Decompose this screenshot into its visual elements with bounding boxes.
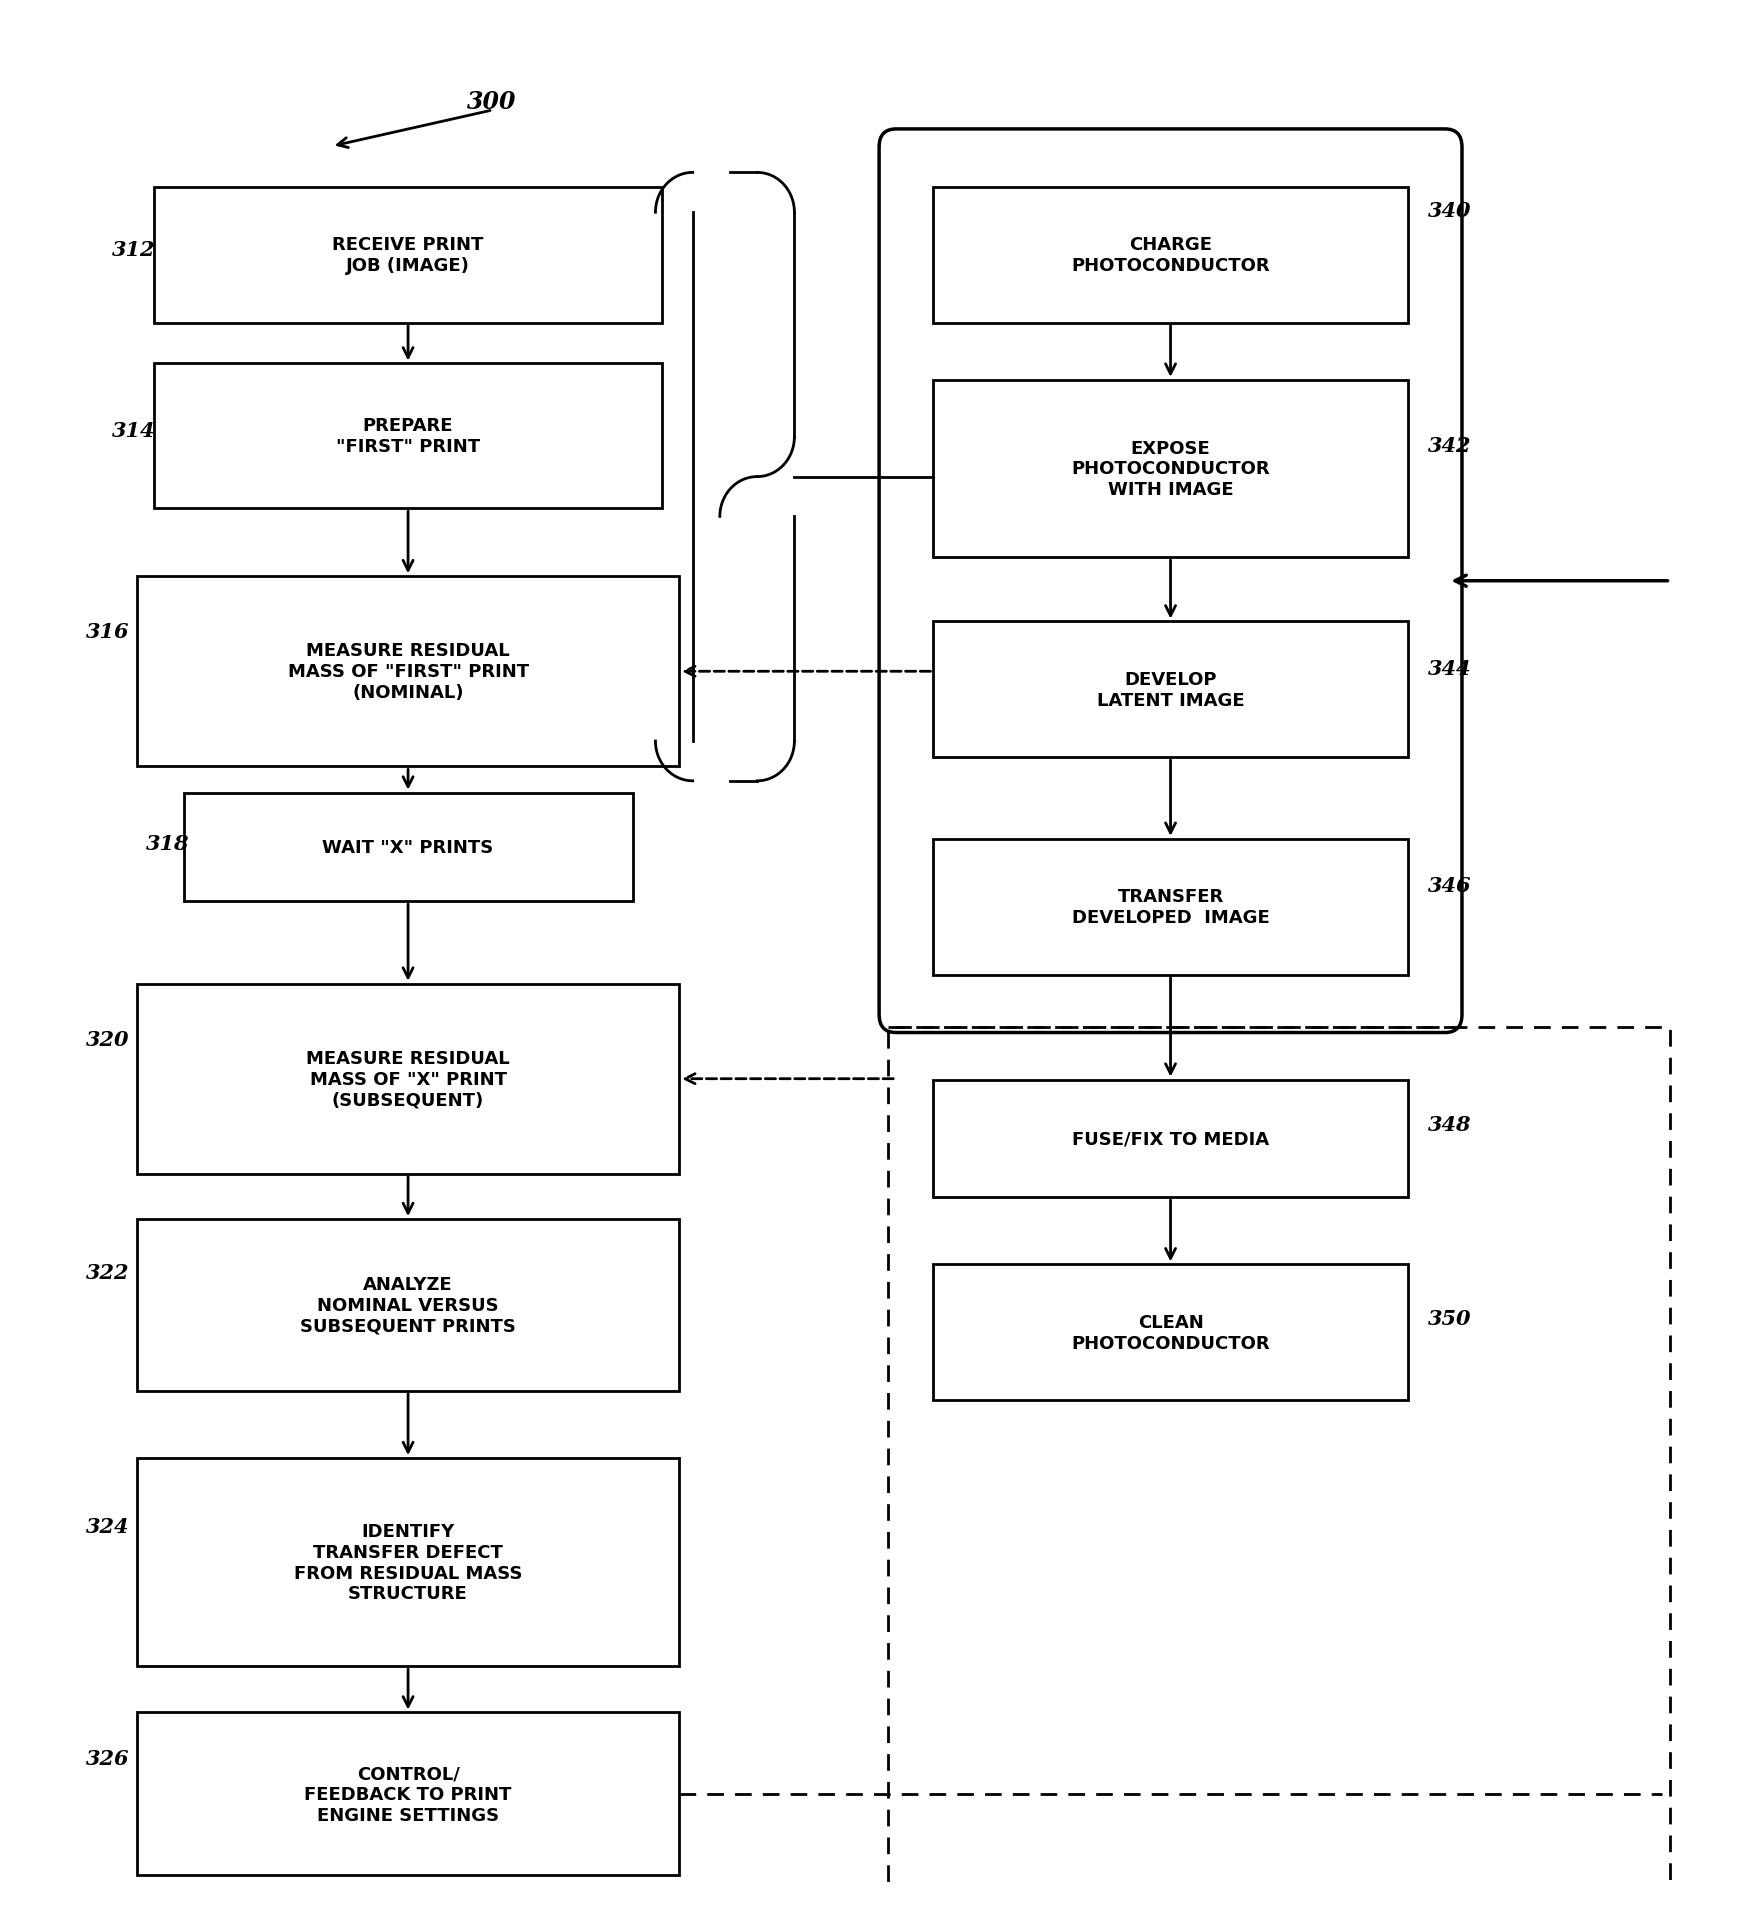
Text: TRANSFER
DEVELOPED  IMAGE: TRANSFER DEVELOPED IMAGE — [1071, 888, 1268, 927]
Text: 300: 300 — [467, 90, 517, 113]
Text: ANALYZE
NOMINAL VERSUS
SUBSEQUENT PRINTS: ANALYZE NOMINAL VERSUS SUBSEQUENT PRINTS — [300, 1275, 515, 1335]
Text: IDENTIFY
TRANSFER DEFECT
FROM RESIDUAL MASS
STRUCTURE: IDENTIFY TRANSFER DEFECT FROM RESIDUAL M… — [293, 1523, 522, 1602]
Text: MEASURE RESIDUAL
MASS OF "X" PRINT
(SUBSEQUENT): MEASURE RESIDUAL MASS OF "X" PRINT (SUBS… — [307, 1050, 510, 1110]
Text: 346: 346 — [1427, 875, 1471, 896]
FancyBboxPatch shape — [138, 1219, 679, 1392]
Text: WAIT "X" PRINTS: WAIT "X" PRINTS — [323, 838, 494, 856]
Text: FUSE/FIX TO MEDIA: FUSE/FIX TO MEDIA — [1071, 1131, 1268, 1148]
Text: CHARGE
PHOTOCONDUCTOR: CHARGE PHOTOCONDUCTOR — [1071, 237, 1268, 275]
FancyBboxPatch shape — [138, 1713, 679, 1875]
FancyBboxPatch shape — [933, 623, 1408, 758]
Text: 340: 340 — [1427, 200, 1471, 221]
FancyBboxPatch shape — [933, 381, 1408, 558]
Text: 320: 320 — [86, 1029, 129, 1050]
Text: 326: 326 — [86, 1748, 129, 1767]
Text: 314: 314 — [111, 421, 155, 440]
FancyBboxPatch shape — [138, 985, 679, 1175]
Text: 342: 342 — [1427, 437, 1471, 456]
FancyBboxPatch shape — [153, 188, 662, 323]
FancyBboxPatch shape — [933, 188, 1408, 323]
FancyBboxPatch shape — [138, 1458, 679, 1667]
FancyBboxPatch shape — [933, 838, 1408, 975]
Text: 350: 350 — [1427, 1308, 1471, 1329]
Text: MEASURE RESIDUAL
MASS OF "FIRST" PRINT
(NOMINAL): MEASURE RESIDUAL MASS OF "FIRST" PRINT (… — [288, 642, 529, 702]
Text: 348: 348 — [1427, 1115, 1471, 1135]
FancyBboxPatch shape — [183, 792, 632, 902]
Text: EXPOSE
PHOTOCONDUCTOR
WITH IMAGE: EXPOSE PHOTOCONDUCTOR WITH IMAGE — [1071, 440, 1268, 498]
Text: 316: 316 — [86, 623, 129, 642]
Text: RECEIVE PRINT
JOB (IMAGE): RECEIVE PRINT JOB (IMAGE) — [332, 237, 483, 275]
FancyBboxPatch shape — [933, 1081, 1408, 1198]
Text: 312: 312 — [111, 240, 155, 260]
Text: DEVELOP
LATENT IMAGE: DEVELOP LATENT IMAGE — [1095, 671, 1244, 710]
Text: CONTROL/
FEEDBACK TO PRINT
ENGINE SETTINGS: CONTROL/ FEEDBACK TO PRINT ENGINE SETTIN… — [303, 1763, 512, 1823]
Text: 318: 318 — [145, 835, 189, 854]
Text: 344: 344 — [1427, 658, 1471, 679]
Text: CLEAN
PHOTOCONDUCTOR: CLEAN PHOTOCONDUCTOR — [1071, 1313, 1268, 1352]
FancyBboxPatch shape — [153, 363, 662, 510]
Text: PREPARE
"FIRST" PRINT: PREPARE "FIRST" PRINT — [335, 417, 480, 456]
FancyBboxPatch shape — [138, 577, 679, 767]
FancyBboxPatch shape — [933, 1265, 1408, 1400]
Text: 322: 322 — [86, 1263, 129, 1283]
Text: 324: 324 — [86, 1515, 129, 1536]
